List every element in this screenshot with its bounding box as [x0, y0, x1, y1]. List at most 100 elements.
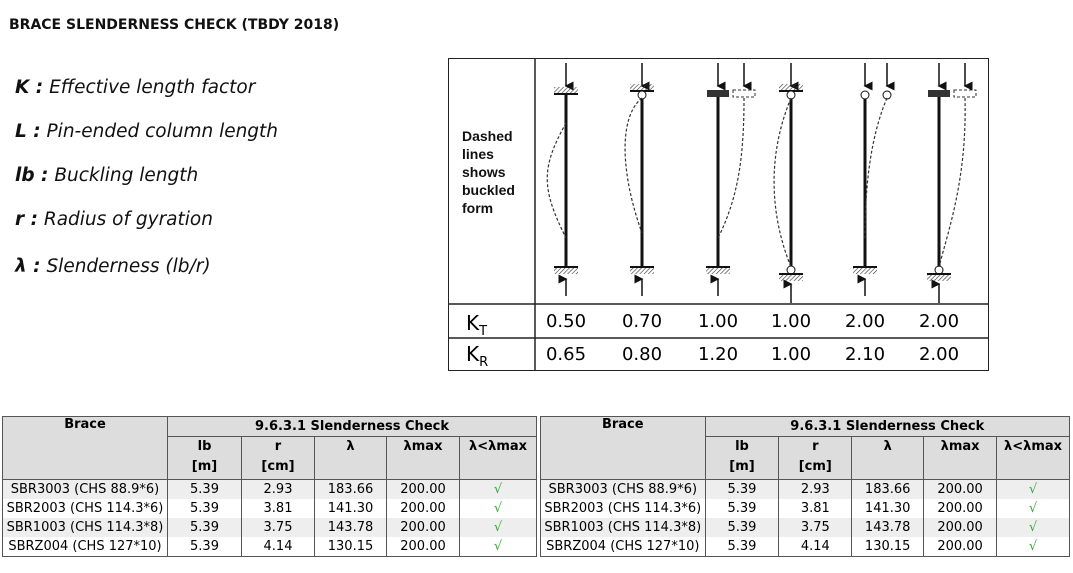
definition-text: Buckling length: [54, 165, 199, 186]
cell-lambda: 141.30: [314, 499, 387, 518]
kr-value: 1.20: [698, 344, 738, 365]
table-row: SBRZ004 (CHS 127*10) 5.39 4.14 130.15 200.00…: [540, 537, 1070, 557]
table-row: SBR3003 (CHS 88.9*6) 5.39 2.93 183.66 200.00…: [540, 479, 1070, 499]
cell-lmax: 200.00: [923, 518, 998, 537]
cell-brace: SBR3003 (CHS 88.9*6): [2, 479, 168, 499]
cell-lmax: 200.00: [386, 537, 460, 557]
page-title: BRACE SLENDERNESS CHECK (TBDY 2018): [9, 17, 340, 33]
cell-brace: SBR3003 (CHS 88.9*6): [540, 479, 706, 499]
header-slenderness-check: 9.6.3.1 Slenderness Check: [167, 416, 537, 437]
kt-value: 1.00: [698, 311, 738, 332]
column-case-6: [927, 63, 977, 303]
kt-value: 0.70: [622, 311, 662, 332]
header-brace: Brace: [2, 416, 168, 480]
header-slenderness-check: 9.6.3.1 Slenderness Check: [704, 416, 1071, 437]
header-r: r [cm]: [778, 436, 853, 480]
cell-lb: 5.39: [704, 479, 780, 499]
definition-text: Pin-ended column length: [46, 121, 279, 142]
cell-brace: SBR2003 (CHS 114.3*6): [2, 499, 168, 518]
table-row: SBRZ004 (CHS 127*10) 5.39 4.14 130.15 200.00…: [2, 537, 537, 557]
cell-check: √: [459, 479, 537, 499]
definition-symbol: L :: [15, 121, 41, 142]
cell-r: 3.75: [778, 518, 853, 537]
cell-brace: SBR2003 (CHS 114.3*6): [540, 499, 706, 518]
cell-r: 2.93: [778, 479, 853, 499]
header-r: r [cm]: [241, 436, 315, 480]
cell-r: 4.14: [241, 537, 315, 557]
cell-lb: 5.39: [167, 537, 242, 557]
header-lambda-max: λmax: [386, 436, 460, 480]
cell-r: 2.93: [241, 479, 315, 499]
cell-brace: SBRZ004 (CHS 127*10): [540, 537, 706, 557]
header-lb: lb [m]: [704, 436, 780, 480]
cell-lb: 5.39: [704, 518, 780, 537]
cell-r: 3.81: [778, 499, 853, 518]
cell-check: √: [459, 499, 537, 518]
definition-1: L : Pin-ended column length: [15, 121, 278, 142]
cell-r: 4.14: [778, 537, 853, 557]
header-brace: Brace: [540, 416, 706, 480]
cell-brace: SBR1003 (CHS 114.3*8): [540, 518, 706, 537]
cell-lambda: 143.78: [314, 518, 387, 537]
cell-check: √: [459, 518, 537, 537]
cell-lmax: 200.00: [386, 518, 460, 537]
cell-brace: SBRZ004 (CHS 127*10): [2, 537, 168, 557]
cell-lb: 5.39: [167, 518, 242, 537]
cell-lmax: 200.00: [923, 499, 998, 518]
cell-lambda: 143.78: [851, 518, 925, 537]
kt-value: 2.00: [919, 311, 959, 332]
definition-0: K : Effective length factor: [15, 77, 255, 98]
cell-check: √: [459, 537, 537, 557]
cell-lmax: 200.00: [923, 479, 998, 499]
slenderness-table-left: Brace 9.6.3.1 Slenderness Check lb [m] r [cm]…: [2, 416, 537, 557]
table-row: SBR3003 (CHS 88.9*6) 5.39 2.93 183.66 200.00…: [2, 479, 537, 499]
definition-symbol: K :: [15, 77, 44, 98]
cell-lb: 5.39: [167, 499, 242, 518]
cell-lmax: 200.00: [923, 537, 998, 557]
kr-value: 1.00: [771, 344, 811, 365]
cell-r: 3.81: [241, 499, 315, 518]
header-lambda-max: λmax: [923, 436, 998, 480]
definition-symbol: r :: [15, 209, 38, 230]
column-case-1: [546, 63, 578, 296]
definition-text: Effective length factor: [49, 77, 256, 98]
cell-check: √: [996, 479, 1070, 499]
cell-check: √: [996, 499, 1070, 518]
cell-lb: 5.39: [167, 479, 242, 499]
column-case-3: [706, 63, 756, 296]
diagram-note: Dashed lines shows buckled form: [462, 128, 515, 216]
cell-r: 3.75: [241, 518, 315, 537]
cell-lambda: 183.66: [314, 479, 387, 499]
cell-lmax: 200.00: [386, 479, 460, 499]
column-case-2: [624, 63, 654, 296]
table-row: SBR1003 (CHS 114.3*8) 5.39 3.75 143.78 200.0…: [2, 518, 537, 537]
header-check: λ<λmax: [459, 436, 537, 480]
definition-2: lb : Buckling length: [15, 165, 198, 186]
cell-lambda: 130.15: [851, 537, 925, 557]
table-row: SBR2003 (CHS 114.3*6) 5.39 3.81 141.30 200.0…: [540, 499, 1070, 518]
definition-3: r : Radius of gyration: [15, 209, 213, 230]
effective-length-diagram: KT KR 0.500.650.700.801.001.201.001.002.…: [448, 58, 989, 371]
cell-check: √: [996, 537, 1070, 557]
kt-value: 1.00: [771, 311, 811, 332]
kr-value: 0.65: [546, 344, 586, 365]
definition-text: Slenderness (lb/r): [46, 256, 211, 277]
header-lambda: λ: [314, 436, 387, 480]
definition-symbol: λ :: [15, 256, 41, 277]
cell-check: √: [996, 518, 1070, 537]
cell-lambda: 183.66: [851, 479, 925, 499]
table-row: SBR1003 (CHS 114.3*8) 5.39 3.75 143.78 200.0…: [540, 518, 1070, 537]
slenderness-table-right: Brace 9.6.3.1 Slenderness Check lb [m] r [cm]…: [540, 416, 1071, 557]
cell-lb: 5.39: [704, 537, 780, 557]
cell-lambda: 141.30: [851, 499, 925, 518]
definition-text: Radius of gyration: [43, 209, 213, 230]
column-case-5: [853, 63, 895, 296]
header-check: λ<λmax: [996, 436, 1070, 480]
kr-value: 0.80: [622, 344, 662, 365]
kt-value: 0.50: [546, 311, 586, 332]
cell-lb: 5.39: [704, 499, 780, 518]
definition-4: λ : Slenderness (lb/r): [15, 256, 211, 277]
kt-value: 2.00: [845, 311, 885, 332]
header-lambda: λ: [851, 436, 925, 480]
cell-lambda: 130.15: [314, 537, 387, 557]
